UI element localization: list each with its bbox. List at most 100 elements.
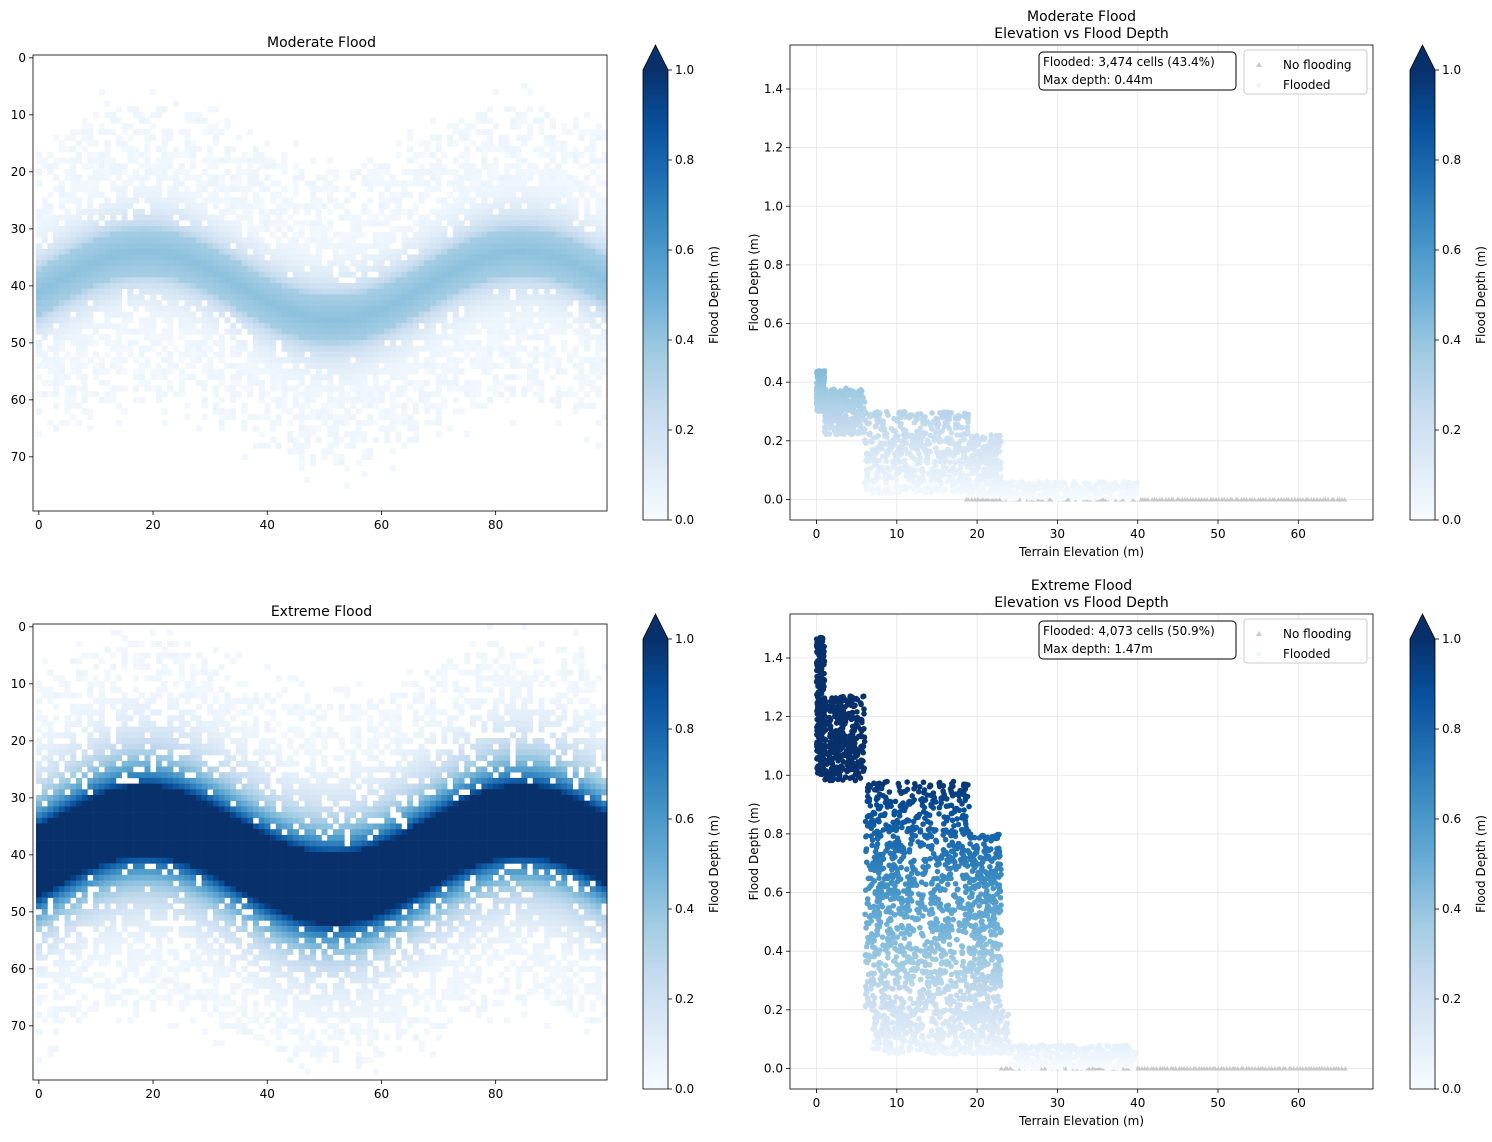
flooded-point — [990, 885, 997, 892]
flooded-point — [1009, 479, 1016, 485]
flooded-point — [886, 840, 893, 846]
colorbar-tick-label: 0.2 — [675, 423, 694, 437]
flooded-point — [944, 435, 950, 441]
flooded-point — [890, 458, 896, 465]
colorbar-tick-label: 0.4 — [1442, 902, 1461, 916]
flooded-point — [983, 480, 990, 487]
flooded-point — [867, 875, 874, 882]
no-flooding-point — [1314, 496, 1320, 502]
flooded-point — [890, 902, 897, 909]
flooded-point — [1134, 489, 1140, 496]
x-tick-label: 20 — [969, 527, 984, 541]
y-tick-label: 0.4 — [764, 375, 783, 389]
flooded-point — [977, 854, 984, 861]
flooded-point — [868, 931, 875, 937]
flooded-point — [931, 458, 938, 465]
flooded-point — [927, 1041, 934, 1047]
flooded-point — [996, 845, 1002, 852]
chart-title: Extreme Flood — [1031, 578, 1132, 594]
flooded-point — [949, 488, 955, 495]
legend: No flooding Flooded — [1243, 618, 1368, 664]
flooded-point — [990, 985, 997, 991]
flooded-point — [893, 994, 899, 1000]
flooded-point — [905, 923, 912, 929]
flooded-point — [1018, 479, 1024, 485]
flooded-point — [919, 968, 926, 974]
flooded-point — [863, 833, 870, 839]
x-tick-label: 80 — [488, 518, 503, 532]
x-tick-label: 40 — [260, 1087, 275, 1101]
flooded-point — [1029, 1043, 1035, 1050]
legend-label-flooded: Flooded — [1283, 647, 1331, 661]
annotation-box: Flooded: 4,073 cells (50.9%)Max depth: 1… — [1038, 620, 1237, 660]
flooded-point — [873, 802, 880, 808]
colorbar-gradient — [1410, 70, 1435, 520]
flooded-point — [955, 821, 962, 828]
flooded-point — [917, 411, 924, 417]
no-flooding-point — [965, 496, 971, 502]
y-tick-label: 30 — [11, 791, 26, 805]
colorbar-tick-label: 0.4 — [675, 333, 694, 347]
flooded-point — [918, 1020, 924, 1027]
flooded-point — [946, 941, 953, 948]
flooded-point — [979, 434, 986, 440]
flooded-point — [883, 822, 889, 828]
flooded-point — [877, 947, 883, 954]
flooded-point — [927, 782, 934, 788]
colorbar-tick-label: 0.8 — [1442, 153, 1461, 167]
flooded-point — [924, 483, 931, 490]
flooded-point — [1004, 1020, 1011, 1027]
flooded-point — [952, 880, 959, 887]
no-flooding-point — [1235, 496, 1241, 502]
flooded-point — [854, 709, 860, 715]
flooded-point — [918, 930, 925, 937]
no-flooding-point — [993, 496, 999, 502]
flooded-point — [941, 814, 948, 820]
legend-label-no-flooding: No flooding — [1283, 58, 1352, 72]
flooded-point — [936, 779, 943, 786]
flooded-point — [964, 424, 971, 430]
flooded-point — [942, 486, 948, 492]
x-tick-label: 60 — [374, 1087, 389, 1101]
flooded-point — [916, 891, 922, 897]
y-tick-label: 70 — [11, 450, 26, 464]
flooded-point — [1121, 479, 1128, 485]
flooded-point — [863, 859, 870, 866]
flooded-point — [885, 486, 891, 492]
colorbar-gradient — [643, 70, 668, 520]
x-tick-label: 30 — [1050, 527, 1065, 541]
flooded-point — [940, 846, 947, 853]
flooded-point — [945, 902, 952, 909]
flooded-point — [867, 465, 874, 472]
flooded-point — [890, 861, 897, 868]
no-flooding-point — [1154, 496, 1160, 502]
flooded-point — [1101, 479, 1107, 485]
flooded-point — [1044, 479, 1051, 485]
legend-label-flooded: Flooded — [1283, 78, 1331, 92]
no-flooding-point — [1300, 496, 1306, 502]
flooded-point — [933, 916, 939, 922]
colorbar-gradient — [1410, 639, 1435, 1089]
colorbar-tick-label: 0.2 — [1442, 992, 1461, 1006]
flooded-point — [946, 473, 953, 480]
flooded-point — [944, 478, 951, 485]
flooded-point — [926, 989, 932, 995]
flooded-point — [898, 1043, 905, 1050]
y-tick-label: 0.0 — [764, 1061, 783, 1075]
colorbar-outline — [642, 44, 669, 521]
no-flooding-point — [1285, 496, 1291, 502]
flooded-point — [944, 446, 951, 453]
flooded-point — [874, 409, 881, 415]
flooded-point — [895, 780, 902, 787]
flooded-point — [927, 825, 933, 832]
flooded-point — [919, 465, 926, 472]
flooded-point — [861, 706, 867, 712]
flooded-point — [917, 924, 923, 931]
x-tick-label: 20 — [145, 1087, 160, 1101]
flooded-point — [953, 992, 960, 998]
flooded-point — [966, 1005, 972, 1011]
flooded-point — [995, 861, 1001, 867]
legend-label-no-flooding: No flooding — [1283, 627, 1352, 641]
flooded-point — [936, 435, 942, 441]
